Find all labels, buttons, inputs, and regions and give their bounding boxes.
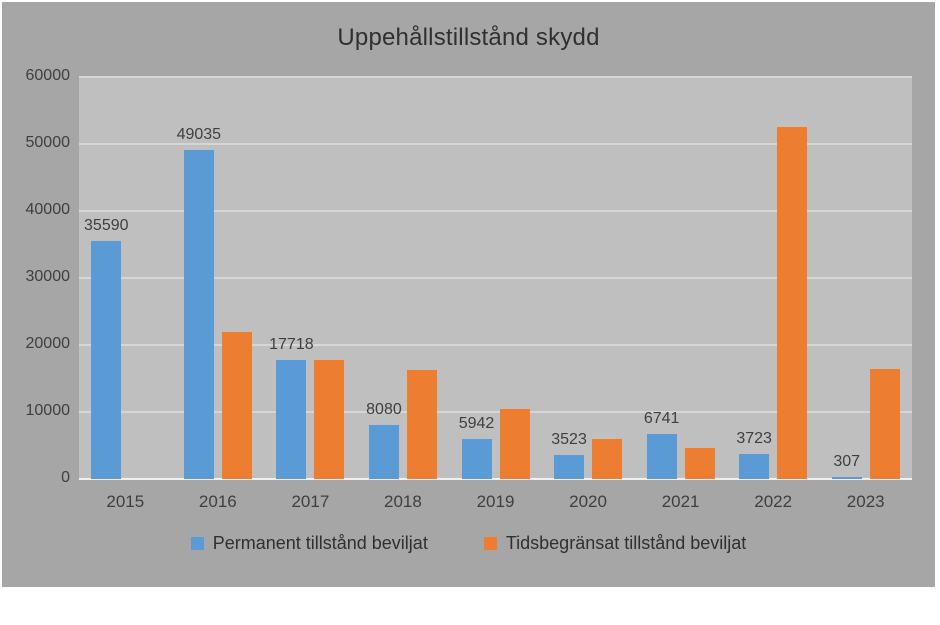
legend-swatch-permanent: [190, 537, 204, 550]
bar-tidsbegransat-2017: [314, 360, 345, 479]
x-label-2018: 2018: [384, 492, 422, 511]
y-tick-label: 40000: [25, 201, 71, 218]
data-label-2020: 3523: [551, 431, 587, 449]
x-label-2023: 2023: [846, 492, 885, 511]
bar-permanent-2015: [91, 240, 122, 479]
x-axis-line: [79, 478, 912, 480]
bar-tidsbegransat-2020: [592, 439, 623, 479]
gridline-30000: [79, 277, 912, 279]
bar-tidsbegransat-2022: [777, 126, 808, 479]
x-label-2019: 2019: [476, 492, 515, 511]
legend-item-tidsbegransat: Tidsbegränsat tillstånd beviljat: [483, 533, 747, 554]
gridline-40000: [79, 210, 912, 212]
bar-permanent-2019: [461, 439, 492, 479]
data-label-2022: 3723: [736, 430, 772, 448]
y-tick-label: 20000: [25, 335, 71, 352]
data-label-2016: 49035: [176, 126, 222, 144]
data-label-2017: 17718: [269, 336, 314, 354]
legend-label-tidsbegransat: Tidsbegränsat tillstånd beviljat: [505, 533, 747, 553]
bar-permanent-2016: [183, 150, 214, 479]
bar-permanent-2023: [831, 476, 862, 479]
data-label-2018: 8080: [366, 400, 402, 418]
y-tick-label: 10000: [25, 402, 71, 419]
bar-tidsbegransat-2019: [499, 408, 530, 479]
x-label-2021: 2021: [661, 492, 700, 511]
y-tick-label: 50000: [25, 134, 71, 151]
x-label-2017: 2017: [291, 492, 330, 511]
bar-permanent-2017: [276, 360, 307, 479]
bar-permanent-2018: [368, 424, 399, 479]
bar-tidsbegransat-2016: [221, 332, 252, 479]
data-label-2023: 307: [833, 452, 861, 470]
data-label-2021: 6741: [643, 409, 680, 427]
x-label-2015: 2015: [106, 492, 145, 511]
bar-tidsbegransat-2021: [684, 447, 715, 479]
bar-permanent-2022: [739, 454, 770, 479]
data-label-2015: 35590: [84, 216, 129, 234]
bar-tidsbegransat-2018: [406, 370, 437, 479]
y-tick-label: 60000: [25, 67, 71, 84]
bar-tidsbegransat-2023: [869, 369, 900, 479]
legend-item-permanent: Permanent tillstånd beviljat: [190, 533, 428, 554]
bar-permanent-2021: [646, 433, 677, 479]
x-label-2016: 2016: [198, 492, 237, 511]
data-label-2019: 5942: [458, 415, 495, 433]
gridline-10000: [79, 411, 912, 413]
x-label-2022: 2022: [754, 492, 793, 511]
gridline-20000: [79, 344, 912, 346]
legend-label-permanent: Permanent tillstånd beviljat: [212, 533, 428, 553]
legend: Permanent tillstånd beviljat Tidsbegränsa…: [2, 533, 935, 554]
chart-title: Uppehållstillstånd skydd: [337, 24, 600, 51]
y-tick-label: 0: [61, 469, 70, 486]
chart-canvas: Uppehållstillstånd skydd 35590 49035 17718…: [2, 2, 935, 587]
gridline-60000: [79, 76, 912, 78]
x-label-2020: 2020: [569, 492, 607, 511]
y-tick-label: 30000: [25, 268, 71, 285]
legend-swatch-tidsbegransat: [483, 537, 497, 550]
bar-permanent-2020: [554, 455, 585, 479]
plot-area: 35590 49035 17718 8080 5942 3523 6741 3723 307: [79, 76, 912, 480]
gridline-50000: [79, 143, 912, 145]
